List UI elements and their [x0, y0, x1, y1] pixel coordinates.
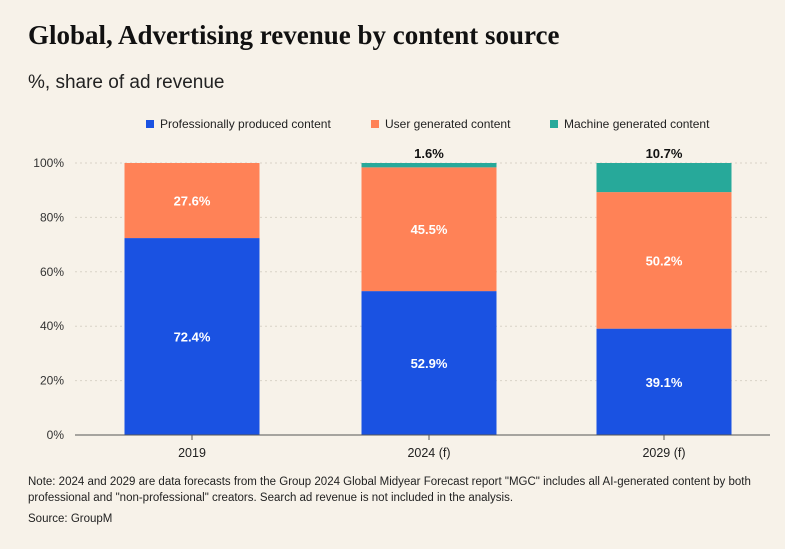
legend-swatch-professional [146, 120, 154, 128]
legend-item-machine: Machine generated content [550, 117, 709, 131]
source-text: Source: GroupM [28, 513, 113, 525]
legend-label-professional: Professionally produced content [160, 117, 331, 131]
data-label-user-0: 27.6% [174, 194, 211, 209]
data-label-user-2: 50.2% [646, 253, 683, 268]
data-label-machine-2: 10.7% [646, 146, 683, 161]
data-label-machine-1: 1.6% [414, 146, 444, 161]
legend-item-user: User generated content [371, 117, 510, 131]
y-tick-label-80: 80% [40, 210, 64, 224]
data-label-user-1: 45.5% [411, 222, 448, 237]
chart-title: Global, Advertising revenue by content s… [28, 20, 560, 50]
stacked-bar-chart: 0% 20% 40% 60% 80% 100% 72.4% 27.6% 2019 52.9% 45.… [33, 146, 770, 460]
chart-subtitle: %, share of ad revenue [28, 72, 225, 93]
bar-professional-2 [596, 328, 732, 435]
data-label-professional-0: 72.4% [174, 330, 211, 345]
y-tick-label-60: 60% [40, 265, 64, 279]
bar-user-2 [596, 192, 732, 329]
bar-machine-1 [361, 163, 497, 168]
bar-user-0 [124, 163, 260, 239]
y-tick-label-0: 0% [47, 428, 65, 442]
legend-label-user: User generated content [385, 117, 511, 131]
y-tick-label-20: 20% [40, 374, 64, 388]
legend-item-professional: Professionally produced content [146, 117, 331, 131]
y-tick-label-100: 100% [33, 156, 64, 170]
bar-professional-1 [361, 291, 497, 435]
data-label-professional-1: 52.9% [411, 356, 448, 371]
data-label-professional-2: 39.1% [646, 375, 683, 390]
y-tick-label-40: 40% [40, 319, 64, 333]
bar-machine-2 [596, 163, 732, 193]
x-tick-label-0: 2019 [178, 446, 206, 460]
bar-user-1 [361, 167, 497, 292]
legend-label-machine: Machine generated content [564, 117, 710, 131]
legend: Professionally produced content User gen… [0, 117, 785, 135]
footnote: Note: 2024 and 2029 are data forecasts f… [28, 476, 751, 504]
x-tick-label-2: 2029 (f) [642, 446, 685, 460]
bar-professional-0 [124, 238, 260, 435]
legend-swatch-machine [550, 120, 558, 128]
legend-swatch-user [371, 120, 379, 128]
x-tick-label-1: 2024 (f) [407, 446, 450, 460]
